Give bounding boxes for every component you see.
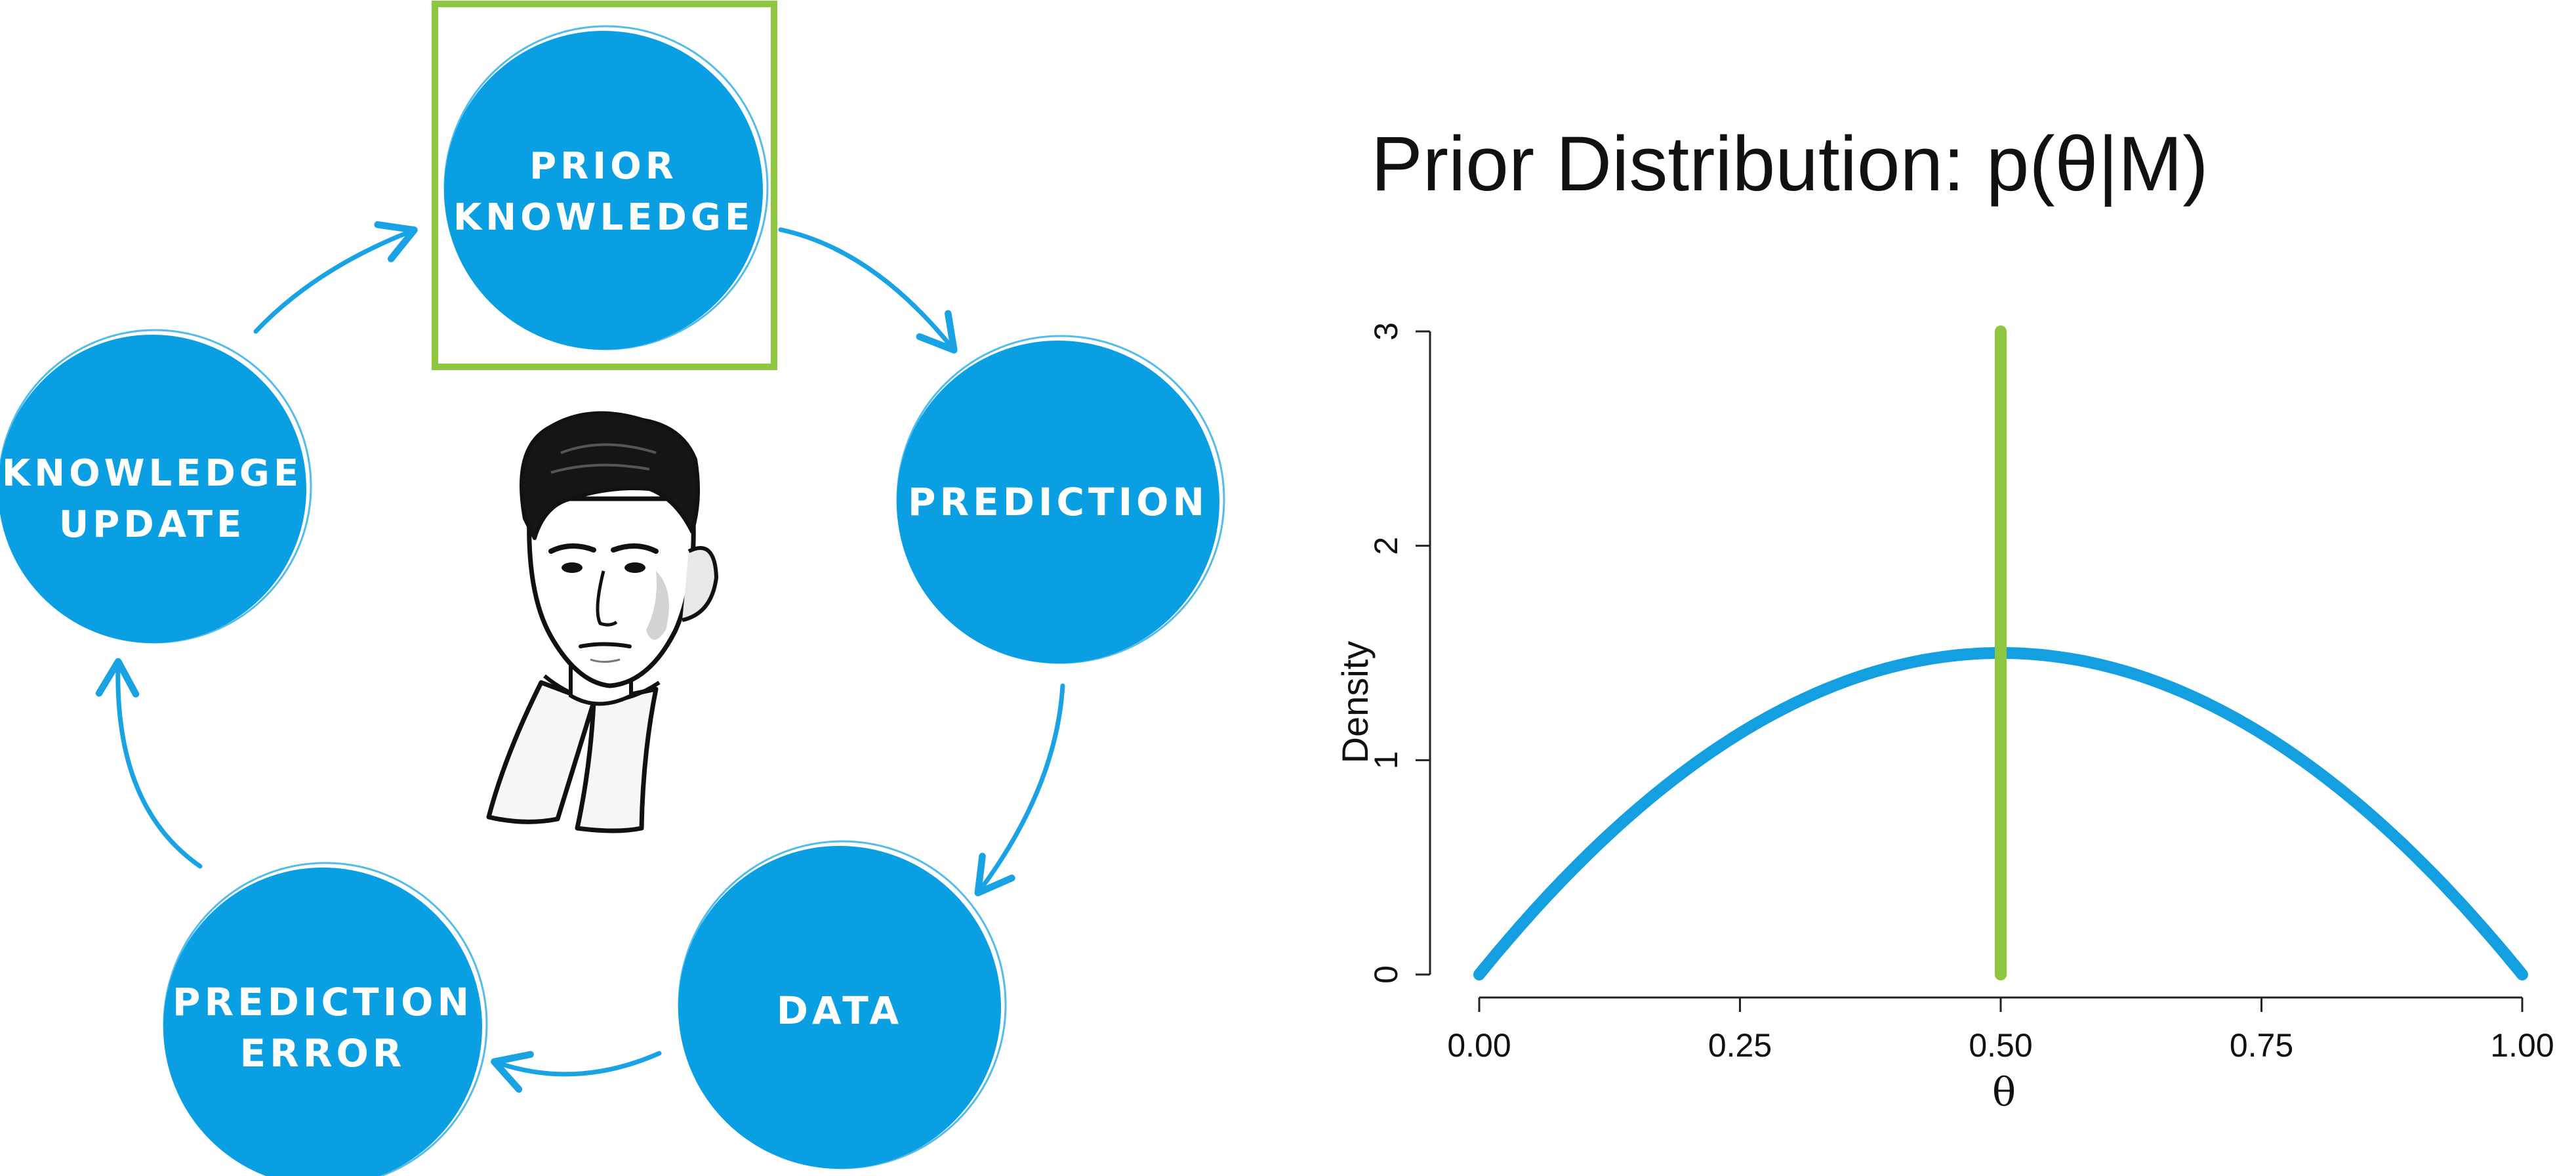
node-label-line: PREDICTION [173,980,473,1024]
node-label-line: ERROR [240,1031,406,1076]
node-label-line: UPDATE [59,503,245,546]
arrow-update-to-prior [253,221,418,334]
x-tick-label: 0.50 [1969,1027,2032,1064]
y-tick-label: 1 [1368,751,1404,769]
arrow-error-to-update [95,658,203,869]
node-label-line: PRIOR [529,145,678,188]
x-tick-label: 1.00 [2490,1027,2554,1064]
arrow-prediction-to-data [974,683,1065,896]
y-axis-label: Density [1334,641,1376,764]
node-prediction-error: PREDICTION ERROR [163,862,488,1176]
x-axis-label: θ [1992,1070,2016,1116]
y-tick-label: 2 [1368,537,1404,555]
x-ticks: 0.00 0.25 0.50 0.75 1.00 [1447,998,2554,1064]
scientist-portrait-icon [486,411,719,833]
node-label-line: KNOWLEDGE [2,452,302,495]
node-data: DATA [678,840,1007,1169]
x-tick-label: 0.25 [1708,1027,1772,1064]
cycle-diagram: PRIOR KNOWLEDGE PREDICTION DATA PREDICTI… [0,1,1225,1176]
chart-marks [1473,326,2528,980]
node-knowledge-update: KNOWLEDGE UPDATE [0,329,312,644]
y-tick-label: 0 [1368,965,1404,984]
chart-title: Prior Distribution: p(θ|M) [1371,121,2209,207]
axes [1429,331,2522,999]
x-tick-label: 0.00 [1447,1027,1511,1064]
node-label-line: DATA [777,988,903,1033]
node-label-line: KNOWLEDGE [453,196,754,239]
y-tick-label: 3 [1368,322,1404,341]
y-ticks: 0 1 2 3 [1368,322,1430,984]
highlight-box [432,1,777,370]
chart: Prior Distribution: p(θ|M) Density θ 0 1 2… [1334,121,2554,1116]
arrow-data-to-error [491,1051,662,1093]
arrow-prior-to-prediction [778,227,958,354]
node-label-line: PREDICTION [908,480,1208,524]
node-prior-knowledge: PRIOR KNOWLEDGE [443,25,769,350]
x-tick-label: 0.75 [2230,1027,2293,1064]
node-prediction: PREDICTION [896,335,1225,664]
